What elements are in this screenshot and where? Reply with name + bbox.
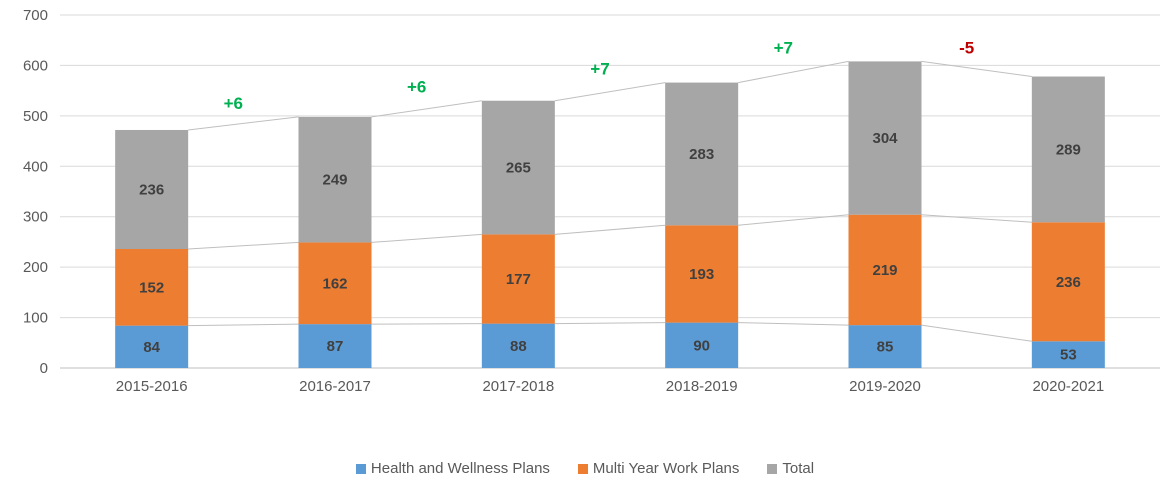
- series-connector-line: [188, 241, 299, 250]
- series-connector-line: [554, 82, 666, 102]
- series-connector-line: [554, 224, 666, 235]
- data-label: 177: [506, 271, 531, 288]
- data-label: 304: [872, 130, 898, 147]
- series-connector-line: [738, 60, 849, 84]
- change-annotation: -5: [959, 38, 974, 57]
- x-axis-label: 2019-2020: [849, 378, 921, 395]
- legend-item: Total: [767, 460, 814, 477]
- y-tick-label: 400: [23, 158, 48, 175]
- bar-segment: [1031, 341, 1105, 368]
- bar-segment: [1031, 222, 1105, 342]
- change-annotation: +6: [224, 94, 243, 113]
- bar-segment: [665, 225, 739, 323]
- bar-segment: [115, 129, 189, 249]
- series-connector-line: [371, 100, 482, 118]
- legend: Health and Wellness Plans Multi Year Work…: [0, 460, 1170, 477]
- data-label: 193: [689, 266, 714, 283]
- x-axis-label: 2016-2017: [299, 378, 371, 395]
- series-connector-line: [188, 116, 299, 131]
- legend-item: Multi Year Work Plans: [577, 460, 740, 477]
- data-label: 289: [1056, 141, 1081, 158]
- data-label: 236: [1056, 274, 1081, 291]
- y-tick-label: 500: [23, 108, 48, 125]
- bar-segment: [665, 82, 739, 226]
- series-connector-line: [188, 323, 299, 327]
- data-label: 85: [877, 339, 894, 356]
- legend-label: Health and Wellness Plans: [370, 460, 550, 477]
- data-label: 236: [139, 181, 164, 198]
- change-annotation: +7: [774, 38, 793, 57]
- legend-marker-icon: [767, 463, 778, 474]
- bar-segment: [848, 214, 922, 326]
- data-label: 152: [139, 279, 164, 296]
- data-label: 265: [506, 160, 531, 177]
- bar-segment: [665, 322, 739, 368]
- data-label: 283: [689, 146, 714, 163]
- bar-segment: [481, 323, 555, 368]
- x-axis-label: 2018-2019: [666, 378, 738, 395]
- y-tick-label: 0: [40, 360, 48, 377]
- bar-segment: [115, 248, 189, 326]
- bar-segment: [848, 325, 922, 368]
- series-connector-line: [738, 322, 849, 326]
- data-label: 219: [872, 262, 897, 279]
- change-annotation: +7: [590, 60, 609, 79]
- y-tick-label: 700: [23, 7, 48, 24]
- bar-segment: [115, 325, 189, 368]
- data-label: 88: [510, 338, 527, 355]
- x-axis-label: 2017-2018: [482, 378, 554, 395]
- bar-segment: [298, 242, 372, 325]
- bar-segment: [481, 100, 555, 235]
- bar-segment: [298, 116, 372, 243]
- data-label: 53: [1060, 347, 1077, 364]
- legend-label: Multi Year Work Plans: [592, 460, 740, 477]
- data-label: 87: [327, 338, 344, 355]
- legend-label: Total: [782, 460, 815, 477]
- series-connector-line: [921, 60, 1032, 78]
- series-connector-line: [921, 324, 1032, 342]
- y-tick-label: 300: [23, 209, 48, 226]
- series-connector-line: [554, 322, 666, 325]
- y-tick-label: 600: [23, 57, 48, 74]
- series-connector-line: [738, 214, 849, 226]
- legend-marker-icon: [577, 463, 588, 474]
- data-label: 84: [143, 339, 160, 356]
- bar-segment: [481, 234, 555, 324]
- series-connector-line: [371, 233, 482, 243]
- bar-segment: [298, 324, 372, 368]
- legend-marker-icon: [355, 463, 366, 474]
- y-tick-label: 100: [23, 310, 48, 327]
- y-tick-label: 200: [23, 259, 48, 276]
- x-axis-label: 2020-2021: [1032, 378, 1104, 395]
- x-axis-label: 2015-2016: [116, 378, 188, 395]
- bar-segment: [848, 61, 922, 215]
- data-label: 90: [693, 337, 710, 354]
- legend-item: Health and Wellness Plans: [355, 460, 550, 477]
- bar-segment: [1031, 76, 1105, 223]
- series-connector-line: [371, 323, 482, 325]
- change-annotation: +6: [407, 78, 426, 97]
- data-label: 162: [322, 275, 347, 292]
- series-connector-line: [921, 214, 1032, 223]
- data-label: 249: [322, 172, 347, 189]
